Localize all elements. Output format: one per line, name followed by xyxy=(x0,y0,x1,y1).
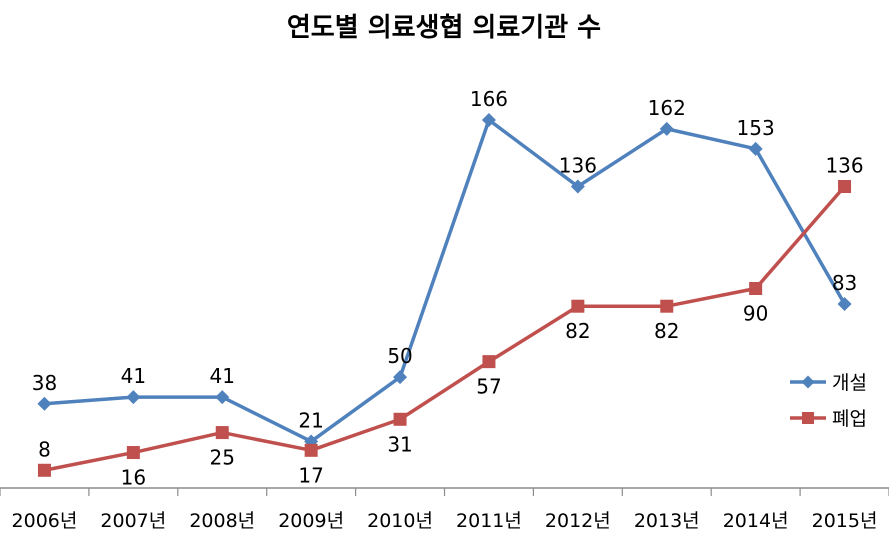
data-point-marker xyxy=(749,281,763,295)
data-point-marker xyxy=(215,426,229,440)
x-tick-label: 2009년 xyxy=(278,510,344,532)
x-tick-label: 2012년 xyxy=(545,510,611,532)
data-label: 41 xyxy=(210,364,235,388)
series-line xyxy=(44,118,847,444)
x-tick-label: 2014년 xyxy=(723,510,789,532)
data-point-marker xyxy=(304,443,318,457)
data-label: 38 xyxy=(32,371,57,395)
data-label: 162 xyxy=(648,96,686,120)
data-point-marker xyxy=(838,180,852,194)
data-point-marker xyxy=(215,390,230,405)
x-tick-label: 2006년 xyxy=(12,510,78,532)
x-tick-label: 2015년 xyxy=(812,510,878,532)
data-label: 166 xyxy=(470,87,508,111)
chart-title: 연도별 의료생협 의료기관 수 xyxy=(287,13,601,43)
data-label: 17 xyxy=(298,463,323,487)
data-point-marker xyxy=(37,463,51,477)
data-label: 8 xyxy=(38,437,51,461)
data-label: 136 xyxy=(825,154,863,178)
data-point-marker xyxy=(393,370,408,385)
data-label: 90 xyxy=(743,301,768,325)
data-label: 153 xyxy=(737,116,775,140)
data-label: 57 xyxy=(476,375,501,399)
x-tick-label: 2007년 xyxy=(100,510,166,532)
data-point-marker xyxy=(393,412,407,426)
data-point-marker xyxy=(659,121,674,136)
legend-item: 폐업 xyxy=(790,408,867,430)
series-line xyxy=(44,185,846,472)
x-tick-label: 2011년 xyxy=(456,510,522,532)
data-point-marker xyxy=(571,299,585,313)
data-label: 21 xyxy=(298,408,323,432)
data-point-marker xyxy=(570,179,585,194)
data-label: 25 xyxy=(210,446,235,470)
data-point-marker xyxy=(126,446,140,460)
x-axis: 2006년 2007년 2008년 2009년 2010년 2011년 2012년 2013년… xyxy=(0,487,889,532)
data-label: 31 xyxy=(387,432,412,456)
data-label: 41 xyxy=(121,364,146,388)
data-label: 16 xyxy=(121,466,146,490)
series-2: 8 16 25 17 31 57 82 82 90 136 xyxy=(37,154,864,490)
legend-marker xyxy=(802,412,814,424)
data-label: 82 xyxy=(565,319,590,343)
data-label: 136 xyxy=(559,154,597,178)
data-point-marker xyxy=(126,390,141,405)
data-label: 83 xyxy=(832,271,857,295)
data-point-marker xyxy=(660,299,674,313)
series-layer: 38 41 41 21 50 166 136 162 153 83 8 16 25 17 31 57 82 82 9… xyxy=(32,87,864,490)
x-tick-label: 2010년 xyxy=(367,510,433,532)
data-point-marker xyxy=(837,297,852,311)
data-point-marker xyxy=(481,113,496,127)
data-point-marker xyxy=(37,396,52,411)
x-tick-label: 2008년 xyxy=(189,510,255,532)
data-label: 50 xyxy=(387,344,412,368)
legend-marker xyxy=(801,375,815,389)
data-label: 82 xyxy=(654,319,679,343)
data-point-marker xyxy=(482,355,496,369)
x-tick-label: 2013년 xyxy=(634,510,700,532)
series-1: 38 41 41 21 50 166 136 162 153 83 xyxy=(32,87,857,449)
legend-item: 개설 xyxy=(790,372,867,394)
legend-label: 폐업 xyxy=(832,408,867,430)
legend-label: 개설 xyxy=(832,372,867,394)
data-point-marker xyxy=(748,141,763,156)
